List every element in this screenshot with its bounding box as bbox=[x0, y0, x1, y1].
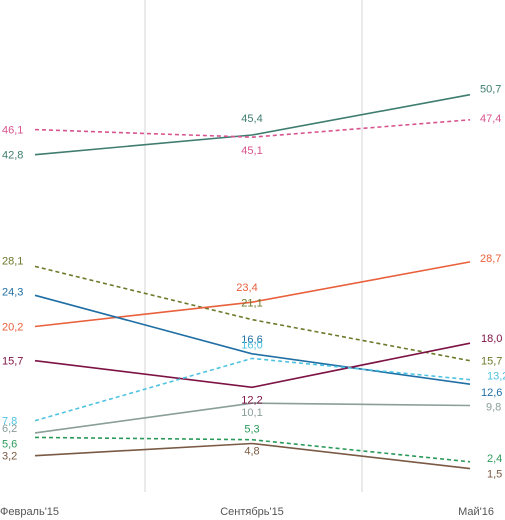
series-line-9 bbox=[34, 436, 471, 463]
data-label-s5-p1: 24,3 bbox=[2, 286, 23, 298]
data-label-s4-p1: 20,2 bbox=[2, 322, 23, 334]
data-label-s4-p3: 28,7 bbox=[480, 253, 501, 265]
series-line-4 bbox=[34, 261, 471, 328]
x-tick-label-2: Сентябрь'15 bbox=[220, 506, 284, 518]
data-label-s3-p3: 15,7 bbox=[481, 356, 502, 368]
data-label-s9-p3: 2,4 bbox=[487, 453, 502, 465]
data-label-s4-p2: 23,4 bbox=[236, 282, 257, 294]
data-label-s5-p2: 16,6 bbox=[241, 334, 262, 346]
x-axis-ticks: Февраль'15 Сентябрь'15 Май'16 bbox=[0, 506, 494, 518]
data-label-s7-p1: 7,8 bbox=[2, 416, 17, 428]
series-line-8 bbox=[34, 402, 471, 434]
data-label-s3-p1: 28,1 bbox=[2, 255, 23, 267]
data-label-s8-p3: 9,8 bbox=[486, 402, 501, 414]
grid-lines bbox=[144, 0, 363, 492]
data-label-s8-p2: 10,1 bbox=[241, 407, 262, 419]
data-label-s6-p2: 12,2 bbox=[241, 394, 262, 406]
x-tick-label-3: Май'16 bbox=[458, 506, 494, 518]
series-line-3 bbox=[34, 265, 471, 362]
data-label-s2-p2: 45,1 bbox=[241, 145, 262, 157]
data-label-s1-p2: 45,4 bbox=[241, 113, 262, 125]
data-label-s1-p3: 50,7 bbox=[480, 84, 501, 96]
data-label-s3-p2: 21,1 bbox=[241, 298, 262, 310]
data-label-s7-p2: 16,0 bbox=[241, 339, 262, 351]
data-label-s1-p1: 42,8 bbox=[2, 150, 23, 162]
x-tick-label-1: Февраль'15 bbox=[0, 506, 59, 518]
data-label-s7-p3: 13,2 bbox=[487, 371, 505, 383]
data-label-s6-p1: 15,7 bbox=[2, 356, 23, 368]
data-label-s6-p3: 18,0 bbox=[481, 333, 502, 345]
data-label-s9-p2: 5,3 bbox=[244, 424, 259, 436]
series-line-1 bbox=[34, 93, 471, 156]
series-lines bbox=[34, 93, 471, 470]
series-line-2 bbox=[34, 119, 471, 139]
data-label-s10-p1: 3,2 bbox=[2, 451, 17, 463]
data-label-s9-p1: 5,6 bbox=[2, 438, 17, 450]
series-line-5 bbox=[34, 294, 471, 385]
data-label-s2-p1: 46,1 bbox=[2, 125, 23, 137]
data-label-s10-p3: 1,5 bbox=[487, 469, 502, 481]
data-label-s8-p1: 6,2 bbox=[2, 423, 17, 435]
data-labels: 42,8 45,4 50,7 46,1 45,1 47,4 28,1 21,1 15,7 20,2… bbox=[2, 84, 505, 481]
data-label-s5-p3: 12,6 bbox=[481, 387, 502, 399]
data-label-s2-p3: 47,4 bbox=[480, 113, 501, 125]
series-line-10 bbox=[34, 442, 471, 470]
series-line-7 bbox=[34, 357, 471, 422]
data-label-s10-p2: 4,8 bbox=[244, 446, 259, 458]
series-line-6 bbox=[34, 342, 471, 389]
